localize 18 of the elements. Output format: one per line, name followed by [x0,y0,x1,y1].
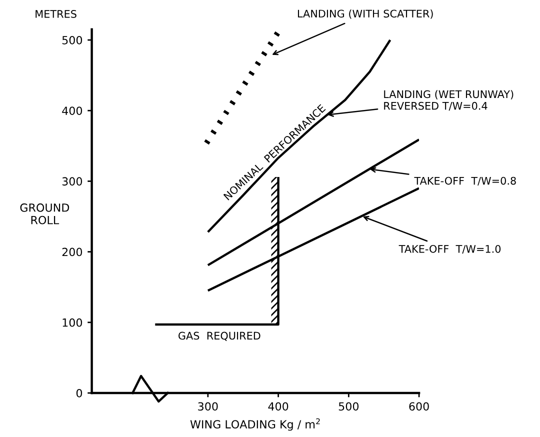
y-tick-label: 100 [62,318,82,327]
x-tick-label: 500 [338,402,359,411]
y-axis-title: GROUND ROLL [20,203,70,224]
text: METRES [36,10,76,18]
y-tick-label: 500 [62,36,82,44]
y-tick-label: 200 [62,248,82,256]
annotation: LANDING (WITH SCATTER) [298,10,433,19]
y-tick-label: 300 [62,177,82,186]
y-tick-label: 400 [62,106,82,115]
y-tick-label: 0 [76,388,82,398]
x-tick-label: 300 [198,402,218,411]
x-tick-label: 600 [409,402,429,411]
x-tick-label: 400 [268,402,288,411]
annotation: GAS REQUIRED [178,332,260,341]
annotation: TAKE-OFF T/W=1.0 [398,244,501,254]
annotation: TAKE-OFF T/W=0.8 [414,176,516,186]
x-axis-title: WING LOADING Kg / m$^{2}$ [190,418,320,431]
annotation: LANDING (WET RUNWAY) REVERSED T/W=0.4 [384,90,514,111]
